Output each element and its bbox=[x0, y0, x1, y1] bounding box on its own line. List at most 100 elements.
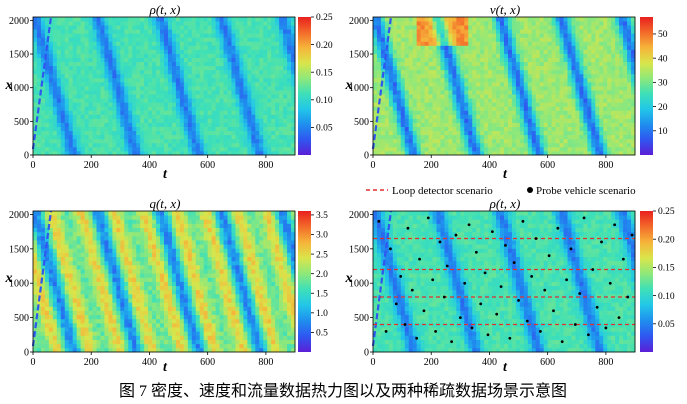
heat-cell bbox=[183, 61, 189, 67]
heat-cell bbox=[80, 29, 86, 34]
heat-cell bbox=[235, 110, 240, 115]
heat-cell bbox=[132, 138, 137, 144]
heat-cell bbox=[595, 94, 600, 99]
heat-cell bbox=[247, 69, 252, 75]
heat-cell bbox=[72, 150, 78, 156]
heat-cell bbox=[48, 248, 54, 253]
heat-cell bbox=[60, 327, 66, 332]
heat-cell bbox=[44, 17, 50, 22]
heat-cell bbox=[515, 29, 521, 34]
heat-cell bbox=[36, 343, 42, 349]
heat-cell bbox=[291, 94, 296, 99]
heat-cell bbox=[444, 150, 449, 156]
heat-cell bbox=[44, 114, 50, 119]
heat-cell bbox=[373, 86, 378, 91]
heat-cell bbox=[611, 102, 616, 107]
heat-cell bbox=[183, 65, 189, 71]
heat-cell bbox=[452, 57, 457, 63]
heat-cell bbox=[448, 94, 453, 99]
heat-cell bbox=[535, 114, 541, 119]
heat-cell bbox=[263, 49, 268, 54]
heat-cell bbox=[408, 130, 414, 136]
heat-cell bbox=[384, 106, 390, 111]
heat-cell bbox=[187, 65, 193, 71]
heat-cell bbox=[64, 285, 70, 291]
heat-cell bbox=[575, 98, 580, 103]
heat-cell bbox=[563, 17, 568, 22]
heat-cell bbox=[255, 41, 260, 46]
heat-cell bbox=[547, 25, 553, 30]
heat-cell bbox=[243, 73, 248, 79]
heat-cell bbox=[496, 94, 501, 99]
heat-cell bbox=[243, 29, 248, 34]
heat-cell bbox=[555, 17, 560, 22]
heat-cell bbox=[223, 57, 228, 63]
heat-cell bbox=[211, 102, 217, 107]
heat-cell bbox=[507, 81, 513, 87]
heat-cell bbox=[412, 142, 418, 148]
heat-cell bbox=[408, 61, 414, 67]
heat-cell bbox=[551, 122, 557, 127]
heat-cell bbox=[523, 29, 529, 34]
heat-cell bbox=[456, 130, 461, 136]
heat-cell bbox=[424, 142, 429, 148]
heat-cell bbox=[80, 33, 86, 38]
heat-cell bbox=[472, 102, 477, 107]
heat-cell bbox=[599, 102, 604, 107]
heat-cell bbox=[100, 150, 105, 156]
heat-cell bbox=[227, 98, 232, 103]
heat-cell bbox=[231, 138, 236, 144]
heat-cell bbox=[68, 69, 74, 75]
heat-cell bbox=[531, 130, 537, 136]
heat-cell bbox=[183, 69, 189, 75]
heat-cell bbox=[267, 134, 272, 140]
heat-cell bbox=[563, 41, 568, 46]
heat-cell bbox=[227, 33, 232, 38]
heat-cell bbox=[607, 146, 612, 152]
heat-cell bbox=[215, 118, 220, 123]
heat-cell bbox=[68, 256, 74, 262]
heat-cell bbox=[623, 49, 628, 54]
heat-cell bbox=[132, 73, 137, 79]
heat-cell bbox=[48, 310, 54, 316]
heat-cell bbox=[167, 134, 173, 140]
heat-cell bbox=[623, 106, 628, 111]
heat-cell bbox=[215, 142, 220, 148]
heat-cell bbox=[203, 126, 209, 132]
heat-cell bbox=[64, 142, 70, 148]
heat-cell bbox=[88, 25, 93, 30]
heat-cell bbox=[555, 57, 560, 63]
heat-cell bbox=[72, 69, 78, 75]
heat-cell bbox=[156, 21, 161, 26]
heat-cell bbox=[527, 110, 533, 115]
heat-cell bbox=[44, 29, 50, 34]
heat-cell bbox=[76, 61, 82, 67]
heat-cell bbox=[500, 45, 505, 50]
heat-cell bbox=[80, 298, 86, 303]
heat-cell bbox=[259, 126, 264, 132]
heat-cell bbox=[215, 53, 220, 58]
heat-cell bbox=[52, 240, 58, 245]
heat-cell bbox=[156, 138, 161, 144]
heat-cell bbox=[179, 53, 185, 58]
heat-cell bbox=[579, 21, 584, 26]
heat-cell bbox=[472, 65, 477, 71]
heat-cell bbox=[52, 289, 58, 295]
heat-cell bbox=[287, 102, 292, 107]
heat-cell bbox=[571, 86, 576, 91]
heat-cell bbox=[243, 61, 248, 67]
heat-cell bbox=[164, 118, 169, 123]
heat-cell bbox=[80, 130, 86, 136]
heat-cell bbox=[251, 126, 256, 132]
heat-cell bbox=[56, 114, 62, 119]
heat-cell bbox=[468, 122, 473, 127]
heat-cell bbox=[507, 53, 513, 58]
heat-cell bbox=[591, 21, 596, 26]
heat-cell bbox=[376, 81, 382, 87]
heat-cell bbox=[271, 29, 276, 34]
heat-cell bbox=[496, 90, 501, 95]
heat-cell bbox=[476, 106, 481, 111]
heat-cell bbox=[559, 150, 564, 156]
heat-cell bbox=[504, 49, 509, 54]
heat-cell bbox=[160, 69, 165, 75]
